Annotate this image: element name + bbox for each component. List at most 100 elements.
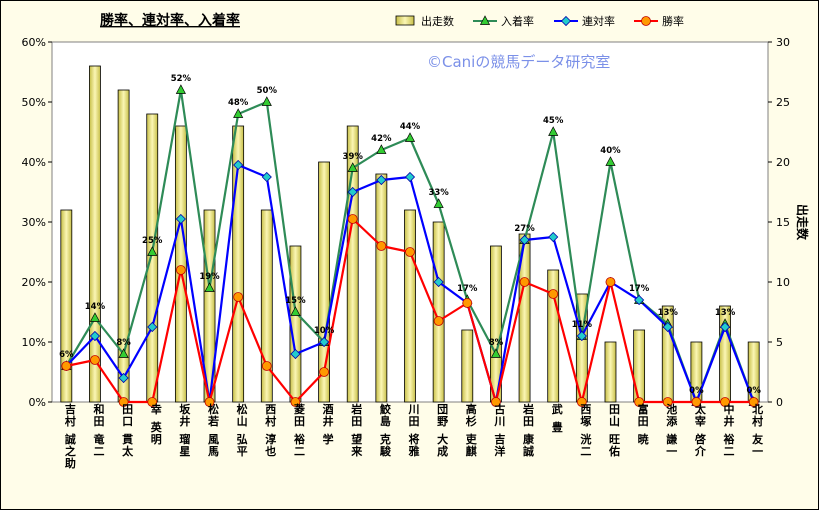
category-label: 西塚 洸二	[580, 403, 591, 458]
point-diamond	[404, 171, 416, 183]
bar	[260, 209, 273, 403]
data-label: 19%	[199, 272, 220, 282]
point-diamond	[233, 159, 244, 171]
point-circle	[576, 397, 587, 407]
point-triangle	[175, 84, 186, 94]
watermark: ©Caniの競馬データ研究室	[427, 53, 610, 71]
point-circle	[347, 214, 358, 224]
point-diamond	[319, 336, 330, 348]
point-diamond	[376, 174, 387, 186]
bar	[346, 125, 359, 403]
bar	[633, 329, 646, 403]
category-label: 北村 友一	[752, 402, 763, 458]
category-label: 川田 将雅	[408, 403, 420, 458]
y2-tick-label: 15	[776, 216, 790, 229]
y2-tick-label: 10	[776, 276, 790, 289]
point-circle	[634, 397, 645, 407]
legend-label: 連対率	[582, 14, 615, 28]
category-label: 幸 英明	[150, 402, 163, 446]
category-label: 岩田 望来	[350, 402, 363, 458]
point-triangle	[548, 126, 559, 136]
bar	[146, 113, 159, 403]
bar	[232, 125, 245, 403]
point-diamond	[147, 321, 158, 333]
y2-tick-label: 0	[776, 396, 783, 409]
bar	[604, 341, 617, 403]
point-circle	[405, 247, 415, 257]
point-diamond	[89, 330, 101, 342]
point-circle	[433, 316, 444, 326]
point-circle	[548, 289, 559, 299]
point-diamond	[290, 348, 301, 360]
point-circle	[491, 397, 501, 407]
y-tick-label: 60%	[22, 36, 46, 49]
y2-tick-label: 30	[776, 36, 790, 49]
bar	[518, 233, 531, 403]
x-axis-categories: 吉村 誠之助 和田 竜二 田口 貫太 幸 英明 坂井 瑠星 松若 風馬 松山 弘平 西村 淳也…	[65, 402, 763, 470]
y-axis: 0% 10% 20% 30% 40% 50% 60%	[22, 36, 52, 409]
bar	[404, 209, 416, 403]
point-diamond	[576, 330, 587, 342]
point-circle	[147, 397, 158, 407]
point-diamond	[548, 231, 559, 243]
point-triangle	[433, 198, 444, 208]
point-triangle	[261, 96, 272, 106]
legend-swatch-bar	[395, 15, 415, 26]
point-triangle	[233, 108, 244, 118]
point-triangle	[118, 348, 129, 358]
point-circle	[662, 397, 673, 407]
point-triangle	[290, 306, 301, 316]
point-circle	[319, 367, 329, 377]
category-label: 富田 暁	[638, 402, 649, 446]
point-circle	[720, 397, 730, 407]
category-label: 松若 風馬	[208, 402, 219, 458]
data-label: 13%	[715, 308, 736, 318]
point-diamond	[719, 321, 731, 333]
data-label: 17%	[457, 284, 478, 294]
data-label: 52%	[171, 74, 192, 84]
data-label: 14%	[85, 302, 106, 312]
category-label: 鮫島 克駿	[380, 402, 392, 458]
point-circle	[90, 355, 100, 365]
category-label: 田山 旺佑	[608, 403, 620, 458]
bar	[174, 125, 187, 403]
point-diamond	[560, 15, 572, 27]
point-circle	[261, 361, 272, 371]
y-tick-label: 20%	[22, 276, 46, 289]
data-label: 27%	[514, 224, 535, 234]
data-label: 8%	[489, 338, 504, 348]
legend-label: 入着率	[501, 14, 534, 28]
data-label: 48%	[228, 98, 249, 108]
bar	[432, 221, 445, 403]
data-label: 40%	[600, 146, 621, 156]
data-label: 39%	[343, 152, 364, 162]
data-label: 0%	[689, 386, 704, 396]
point-diamond	[261, 171, 272, 183]
legend-label: 勝率	[662, 14, 684, 28]
data-label: 25%	[142, 236, 163, 246]
data-label: 44%	[400, 122, 421, 132]
category-label: 坂井 瑠星	[179, 402, 191, 458]
bar	[461, 329, 474, 403]
data-label: 33%	[428, 188, 449, 198]
y-tick-label: 10%	[22, 336, 46, 349]
y2-tick-label: 5	[776, 336, 783, 349]
category-label: 団野 大成	[437, 402, 448, 458]
chart-title: 勝率、連対率、入着率	[100, 12, 240, 29]
data-label: 15%	[285, 296, 306, 306]
point-triangle	[404, 132, 416, 142]
category-label: 高杉 吏麒	[466, 402, 478, 458]
point-circle	[641, 16, 651, 26]
y2-axis-label: 出走数	[795, 204, 810, 241]
category-label: 西村 淳也	[265, 403, 276, 458]
bar	[375, 173, 388, 403]
point-diamond	[433, 276, 444, 288]
legend: 出走数 入着率 連対率 勝率	[395, 14, 684, 28]
data-label: 8%	[116, 338, 131, 348]
bar	[547, 269, 560, 403]
point-triangle	[605, 156, 616, 166]
point-circle	[204, 397, 215, 407]
category-label: 池添 謙一	[666, 402, 678, 458]
y-tick-label: 40%	[22, 156, 46, 169]
